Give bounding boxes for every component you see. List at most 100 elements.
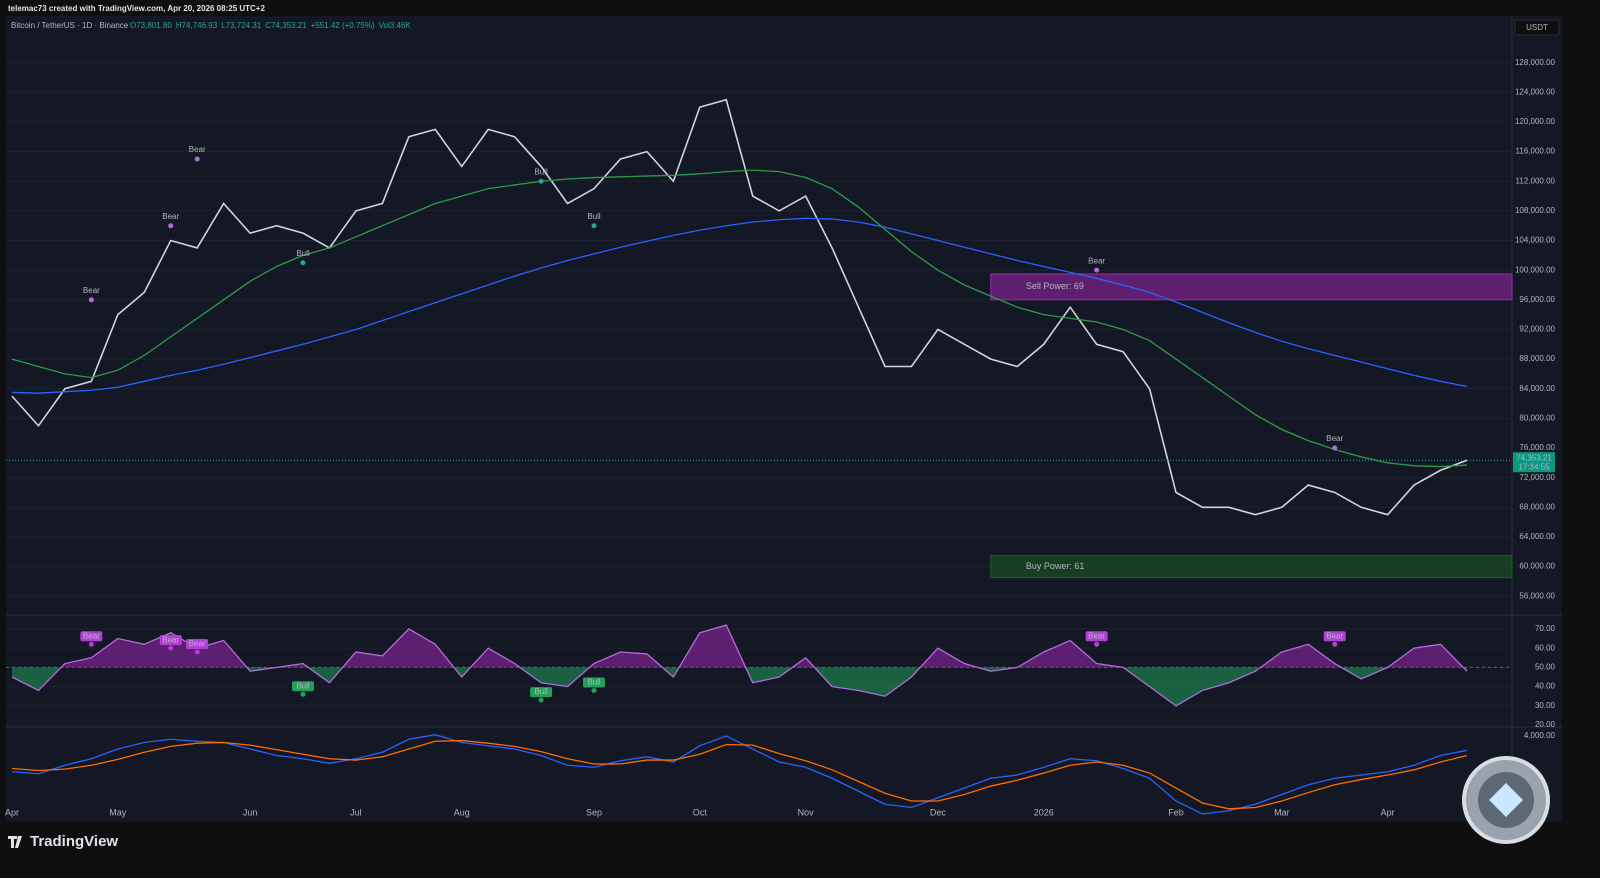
signal-marker [168, 223, 174, 229]
ohlc-group: O73,801.80 H74,746.93 L73,724.31 C74,353.21… [130, 21, 411, 30]
series-line [11, 169, 1468, 468]
brand: TradingView [30, 833, 118, 850]
signal-label: Bear [83, 286, 100, 295]
signal-marker [1332, 445, 1338, 451]
signal-badge [583, 677, 605, 688]
x-tick-label: Dec [930, 807, 947, 817]
signal-marker [300, 691, 306, 697]
coin-watermark [1462, 756, 1550, 844]
signal-label: Bear [1088, 631, 1105, 640]
chart-area [6, 16, 1562, 822]
x-tick-label: Apr [1381, 807, 1395, 817]
y-tick-label: 80,000.00 [1519, 413, 1555, 422]
rsi-fill-above [61, 625, 1464, 668]
signal-label: Bear [1088, 256, 1105, 265]
signal-marker [1094, 267, 1100, 273]
signal-label: Bull [296, 681, 310, 690]
x-tick-label: Oct [693, 807, 708, 817]
countdown: 17:34:55 [1518, 462, 1550, 471]
y-tick-label: 60.00 [1535, 643, 1556, 652]
y-tick-label: 104,000.00 [1515, 236, 1556, 245]
header-title: telemac73 created with TradingView.com, … [8, 4, 265, 13]
x-tick-label: Nov [798, 807, 815, 817]
series-line [11, 624, 1468, 707]
signal-marker [538, 697, 544, 703]
x-tick-label: Sep [586, 807, 602, 817]
logo: TradingView [8, 833, 118, 850]
y-tick-label: 68,000.00 [1519, 502, 1555, 511]
zone [990, 554, 1513, 579]
ohlc-value: C74,353.21 [265, 21, 307, 30]
signal-marker [194, 156, 200, 162]
signal-label: Bull [587, 678, 601, 687]
signal-label: Bull [534, 167, 548, 176]
series-line [11, 739, 1468, 810]
x-tick-label: Aug [454, 807, 470, 817]
signal-marker [591, 223, 597, 229]
y-tick-label: 60,000.00 [1519, 562, 1555, 571]
logo-icon [8, 836, 22, 848]
y-tick-label: 112,000.00 [1516, 176, 1556, 185]
currency-box[interactable] [1514, 19, 1560, 36]
signal-badge [292, 681, 314, 692]
currency[interactable]: USDT [1526, 23, 1548, 32]
signal-badge [530, 687, 553, 698]
signal-label: Bear [1326, 631, 1343, 640]
x-tick-label: Jun [243, 807, 258, 817]
y-tick-label: 100,000.00 [1515, 265, 1556, 274]
signal-badge [1323, 631, 1346, 642]
signal-marker [1094, 641, 1100, 647]
coin-mark [1489, 783, 1523, 817]
signal-label: Bear [1326, 434, 1343, 443]
x-tick-label: May [109, 807, 127, 817]
signal-label: Bull [587, 212, 601, 221]
signal-marker [591, 687, 597, 693]
plot: 56,000.00 60,000.00 64,000.00 68,000.00 72,0… [5, 58, 1556, 818]
series-line [11, 217, 1468, 394]
signal-badge [80, 631, 103, 642]
signal-marker [300, 260, 306, 266]
ohlc-value: H74,746.93 [176, 21, 218, 30]
signal-label: Bear [162, 635, 179, 644]
signal-label: Bear [189, 145, 206, 154]
zone-label: Buy Power: 61 [1026, 561, 1085, 571]
zone [990, 273, 1513, 301]
signal-marker [194, 649, 200, 655]
y-tick-label: 124,000.00 [1515, 87, 1556, 96]
y-tick-label: 88,000.00 [1519, 354, 1555, 363]
ohlc-value: Vol3.46K [379, 21, 412, 30]
y-tick-label: 56,000.00 [1519, 591, 1555, 600]
last-price-box [1513, 452, 1555, 473]
rsi-fill-below [12, 667, 1467, 706]
series-line [11, 98, 1468, 516]
signal-marker [1332, 641, 1338, 647]
y-tick-label: 84,000.00 [1519, 384, 1555, 393]
signal-label: Bear [83, 631, 100, 640]
x-tick-label: Feb [1168, 807, 1184, 817]
signal-marker [88, 641, 94, 647]
y-tick-label: 128,000.00 [1515, 58, 1556, 67]
ohlc-value: L73,724.31 [221, 21, 262, 30]
y-tick-label: 30.00 [1535, 701, 1556, 710]
y-tick-label: 116,000.00 [1516, 147, 1556, 156]
y-tick-label: 72,000.00 [1519, 473, 1555, 482]
y-tick-label: 50.00 [1535, 662, 1556, 671]
y-tick-label: 64,000.00 [1519, 532, 1555, 541]
signal-badge [186, 639, 209, 649]
y-tick-label: 92,000.00 [1519, 325, 1555, 334]
ohlc-value: +551.42 (+0.75%) [311, 21, 375, 30]
y-tick-label: 4,000.00 [1524, 731, 1556, 740]
y-tick-label: 108,000.00 [1515, 206, 1556, 215]
y-tick-label: 76,000.00 [1519, 443, 1555, 452]
y-tick-label: 96,000.00 [1519, 295, 1555, 304]
signal-label: Bear [162, 212, 179, 221]
y-tick-label: 40.00 [1535, 682, 1556, 691]
y-tick-label: 120,000.00 [1515, 117, 1556, 126]
zone-label: Sell Power: 69 [1026, 281, 1084, 291]
signal-badge [159, 635, 182, 646]
ohlc-value: O73,801.80 [130, 21, 172, 30]
x-tick-label: Mar [1274, 807, 1290, 817]
x-tick-label: Jul [350, 807, 362, 817]
signal-label: Bull [534, 687, 548, 696]
